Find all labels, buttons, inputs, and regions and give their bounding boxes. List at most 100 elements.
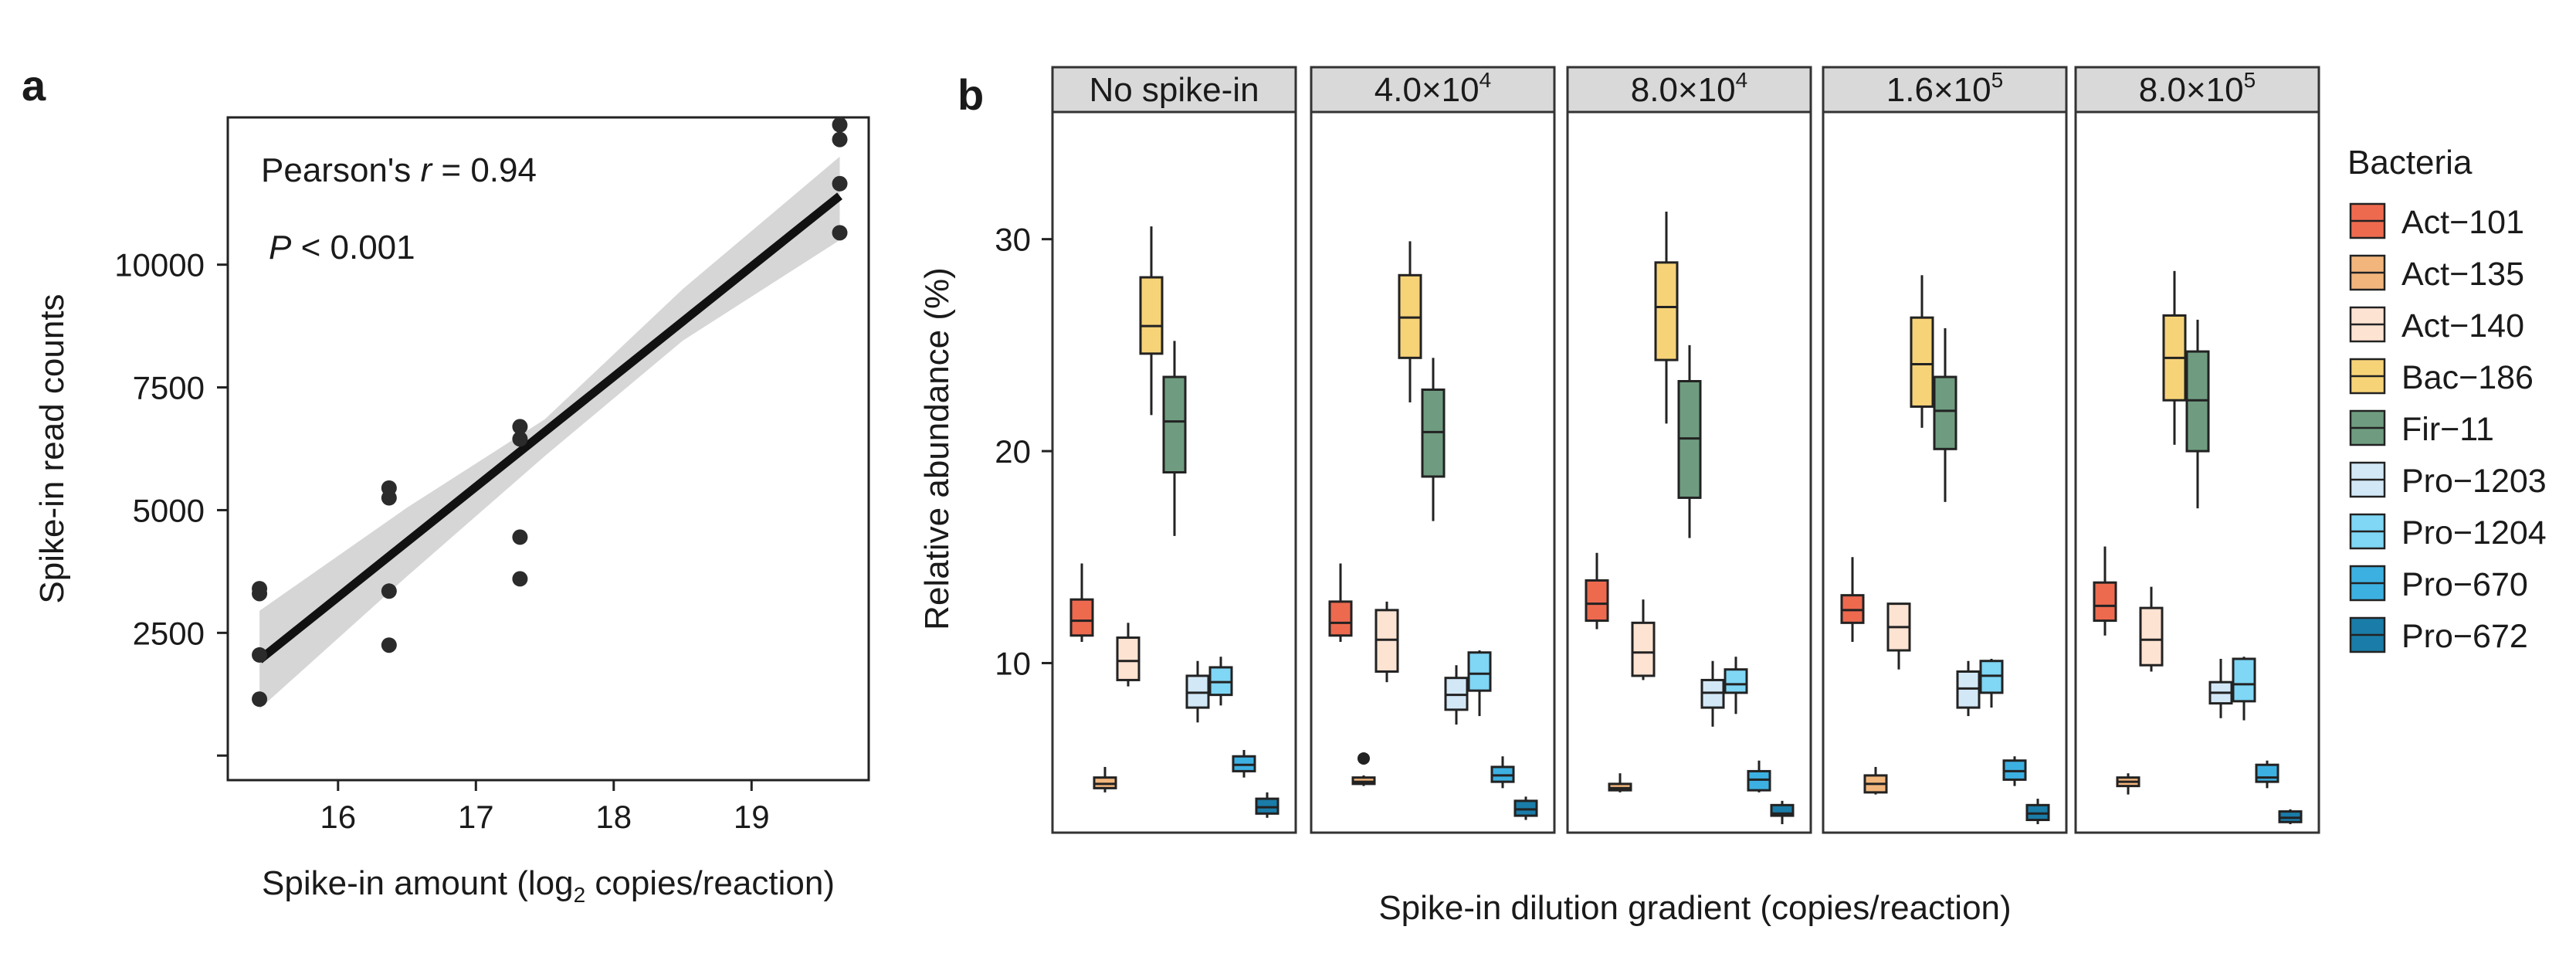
legend-entry: Pro−1203: [2349, 461, 2547, 500]
legend-label: Act−135: [2401, 256, 2524, 293]
annotation-italic: P: [269, 229, 292, 266]
legend-label: Pro−670: [2401, 566, 2528, 603]
box-5: [1162, 341, 1187, 536]
box-3: [2139, 586, 2164, 672]
legend-label: Pro−672: [2401, 618, 2528, 655]
x-axis-title: Spike-in dilution gradient (copies/react…: [1378, 889, 2011, 927]
facet-panel: 4.0×104: [1310, 66, 1556, 834]
legend-entry: Act−135: [2349, 254, 2524, 293]
box-iqr: [1724, 668, 1748, 694]
facet-panel: 8.0×104: [1566, 66, 1812, 834]
box-4: [1654, 211, 1679, 424]
box-2: [2116, 773, 2140, 795]
legend-label: Act−101: [2401, 204, 2524, 241]
x-axis-title: Spike-in amount (log2 copies/reaction): [262, 864, 835, 907]
y-tick-label: 20: [995, 433, 1031, 470]
box-4: [1910, 275, 1934, 428]
box-5: [2185, 319, 2210, 509]
box-4: [1139, 226, 1164, 416]
box-7: [1724, 657, 1748, 714]
box-iqr: [1631, 621, 1656, 677]
box-9: [2278, 809, 2303, 825]
box-iqr: [2255, 763, 2279, 783]
legend-entry: Act−101: [2349, 202, 2524, 241]
box-8: [1232, 749, 1256, 778]
facet-strip-label: 8.0×104: [1631, 68, 1747, 109]
panel-b-boxplots: b No spike-in 4.0×104 8.0×104 1.6×105 8.0×10…: [918, 66, 2547, 927]
strip-label-exponent: 4: [1480, 68, 1492, 92]
legend-title: Bacteria: [2347, 144, 2473, 182]
box-6: [1444, 665, 1469, 725]
facet-strip: [1310, 66, 1556, 114]
box-3: [1116, 623, 1141, 687]
box-iqr: [1933, 375, 1957, 450]
facet-strip: [1822, 66, 2068, 114]
box-9: [2025, 799, 2050, 825]
panel-a-scatter: a 16 17 18 19 2500 5000 7500 10000 Pearson's r…: [22, 61, 870, 907]
data-point: [252, 647, 268, 663]
legend-entry: Fir−11: [2349, 409, 2494, 448]
data-point: [381, 637, 397, 653]
strip-label-base: 8.0×10: [2139, 71, 2244, 109]
legend-label: Bac−186: [2401, 359, 2534, 396]
panel-a-plot-frame: [226, 116, 870, 782]
box-iqr: [1910, 316, 1934, 408]
box-6: [1700, 660, 1725, 727]
data-point: [381, 480, 397, 496]
facet-panels: No spike-in 4.0×104 8.0×104 1.6×105 8.0×105: [1051, 66, 2320, 834]
regression-line-group: [256, 192, 842, 663]
box-8: [2002, 756, 2027, 786]
box-6: [1185, 660, 1210, 723]
data-point: [832, 131, 848, 148]
y-tick-label: 10: [995, 645, 1031, 681]
strip-label-exponent: 4: [1736, 68, 1748, 92]
annotation-italic: r: [421, 151, 434, 189]
y-tick-label: 30: [995, 222, 1031, 258]
y-tick-label: 7500: [133, 370, 205, 406]
regression-line: [256, 192, 842, 663]
box-3: [1886, 602, 1911, 670]
box-5: [1933, 327, 1957, 502]
data-point: [832, 117, 848, 133]
data-point: [832, 175, 848, 192]
data-point: [512, 529, 528, 545]
legend: Bacteria Act−101 Act−135 Act−140 Bac−186 Fir…: [2347, 144, 2547, 655]
p-value-annotation: P < 0.001: [269, 229, 415, 266]
box-9: [1513, 796, 1538, 820]
y-axis-title: Relative abundance (%): [918, 267, 956, 630]
x-tick-label: 16: [320, 799, 356, 835]
facet-strip-label: 8.0×105: [2139, 68, 2256, 109]
strip-label-base: 1.6×10: [1886, 71, 1991, 109]
box-2: [1608, 773, 1632, 792]
facet-panel: No spike-in: [1051, 66, 1297, 834]
legend-label: Act−140: [2401, 307, 2524, 344]
box-6: [1956, 660, 1981, 717]
legend-entries: Act−101 Act−135 Act−140 Bac−186 Fir−11 Pro−12…: [2349, 202, 2547, 655]
box-1: [2093, 546, 2117, 636]
box-iqr: [1139, 276, 1164, 355]
legend-entry: Bac−186: [2349, 358, 2534, 396]
strip-label-exponent: 5: [1991, 68, 2004, 92]
box-3: [1631, 599, 1656, 680]
pearson-annotation: Pearson's r = 0.94: [261, 151, 537, 189]
y-axis-ticks: 10 20 30: [995, 222, 1052, 681]
annotation-text: Pearson's: [261, 151, 421, 189]
axis-title-subscript: 2: [574, 883, 586, 907]
box-5: [1421, 358, 1446, 521]
box-iqr: [2093, 581, 2117, 623]
legend-label: Fir−11: [2401, 411, 2494, 448]
panel-letter-b: b: [958, 70, 984, 119]
box-iqr: [2232, 657, 2256, 703]
box-9: [1770, 800, 1795, 825]
box-6: [2208, 658, 2233, 718]
facet-strip: [2074, 66, 2320, 114]
box-iqr: [1328, 600, 1353, 637]
data-points: [252, 117, 848, 708]
box-2: [1351, 752, 1376, 786]
box-1: [1840, 557, 1865, 643]
box-4: [2162, 270, 2187, 445]
facet-panel: 8.0×105: [2074, 66, 2320, 834]
facet-strip-label: No spike-in: [1089, 71, 1259, 109]
